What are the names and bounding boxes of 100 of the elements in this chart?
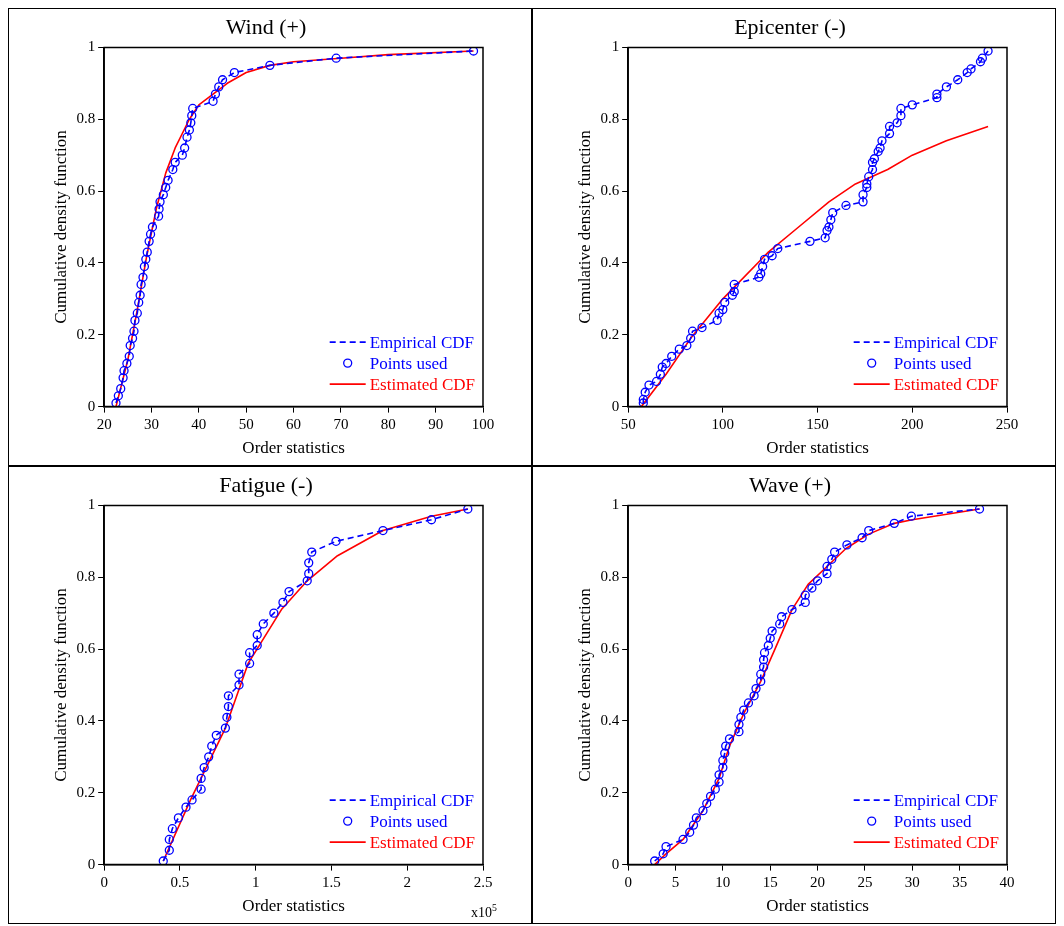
point [729,279,739,290]
point [463,505,473,514]
y-tick-label: 0.2 [600,783,620,800]
legend-label: Points used [369,353,449,373]
x-tick-label: 70 [333,415,349,432]
x-tick-label: 0.5 [170,873,190,890]
point [119,366,129,376]
point [826,215,836,225]
point [686,333,696,343]
point [718,755,728,766]
point [168,164,178,175]
chart-title: Wind (+) [225,13,307,39]
point [125,340,135,351]
point [180,143,190,153]
point [720,748,730,758]
point [678,834,688,845]
point [932,93,942,103]
point [222,712,232,722]
point [252,630,262,640]
x-tick-label: 40 [191,415,207,432]
point [210,89,221,99]
point [657,362,667,372]
point [173,813,184,823]
point [858,197,868,207]
point [118,373,128,383]
x-tick-label: 10 [715,873,731,890]
point [158,190,168,200]
x-tick-label: 20 [810,873,826,890]
y-tick-label: 0.2 [76,783,96,800]
point [661,841,671,852]
point [841,200,851,211]
point [720,297,730,308]
point [214,82,224,92]
point [714,777,724,787]
x-tick-label: 2 [403,873,411,890]
chart-title: Epicenter (-) [734,13,846,39]
y-tick-label: 1 [87,496,96,513]
x-axis-title: Order statistics [766,438,869,458]
point [751,683,761,694]
y-axis-title: Cumulative density function [50,587,70,782]
point [800,590,810,600]
point [873,146,883,157]
point [829,547,840,557]
point [757,261,768,272]
point [302,576,312,586]
point [223,691,234,701]
point [932,89,942,99]
chart-title: Fatigue (-) [219,471,313,497]
y-tick-label: 0.6 [76,640,96,657]
x-tick-label: 30 [144,415,160,432]
point [208,96,218,106]
point [161,182,171,193]
point [767,251,777,261]
y-tick-label: 0.6 [600,640,620,657]
point [691,813,701,823]
point [975,57,986,67]
point [756,676,766,687]
point [884,121,895,132]
y-tick-label: 0.4 [76,711,96,728]
legend-label: Empirical CDF [893,790,999,810]
point [164,845,174,855]
legend-label: Points used [893,353,973,373]
point [244,648,255,658]
point [884,128,895,139]
point [229,67,240,78]
point [304,558,314,568]
point [145,229,156,239]
point [896,111,906,121]
point [822,561,832,572]
point [304,569,314,579]
point [667,351,677,361]
point [705,791,716,801]
y-tick-label: 1 [611,38,620,55]
point [269,608,279,618]
point [907,100,917,110]
x-tick-label: 1.5 [322,873,341,890]
point [658,849,668,859]
x-tick-label: 30 [904,873,920,890]
x-tick-label: 0 [100,873,108,890]
legend-label: Estimated CDF [369,374,476,394]
point [710,784,720,794]
point [468,47,479,56]
point [889,518,899,529]
x-tick-label: 250 [995,415,1019,432]
point [712,315,722,326]
point [135,290,145,300]
point [139,261,150,272]
point [136,279,146,290]
point [187,795,197,805]
point [378,525,388,536]
point [182,132,192,142]
point [655,369,665,379]
point [759,254,770,264]
point [220,723,231,733]
point [724,734,735,744]
y-tick-label: 0 [87,397,96,414]
point [127,333,138,343]
point [763,640,773,651]
point [278,597,288,608]
x-tick-label: 80 [380,415,396,432]
